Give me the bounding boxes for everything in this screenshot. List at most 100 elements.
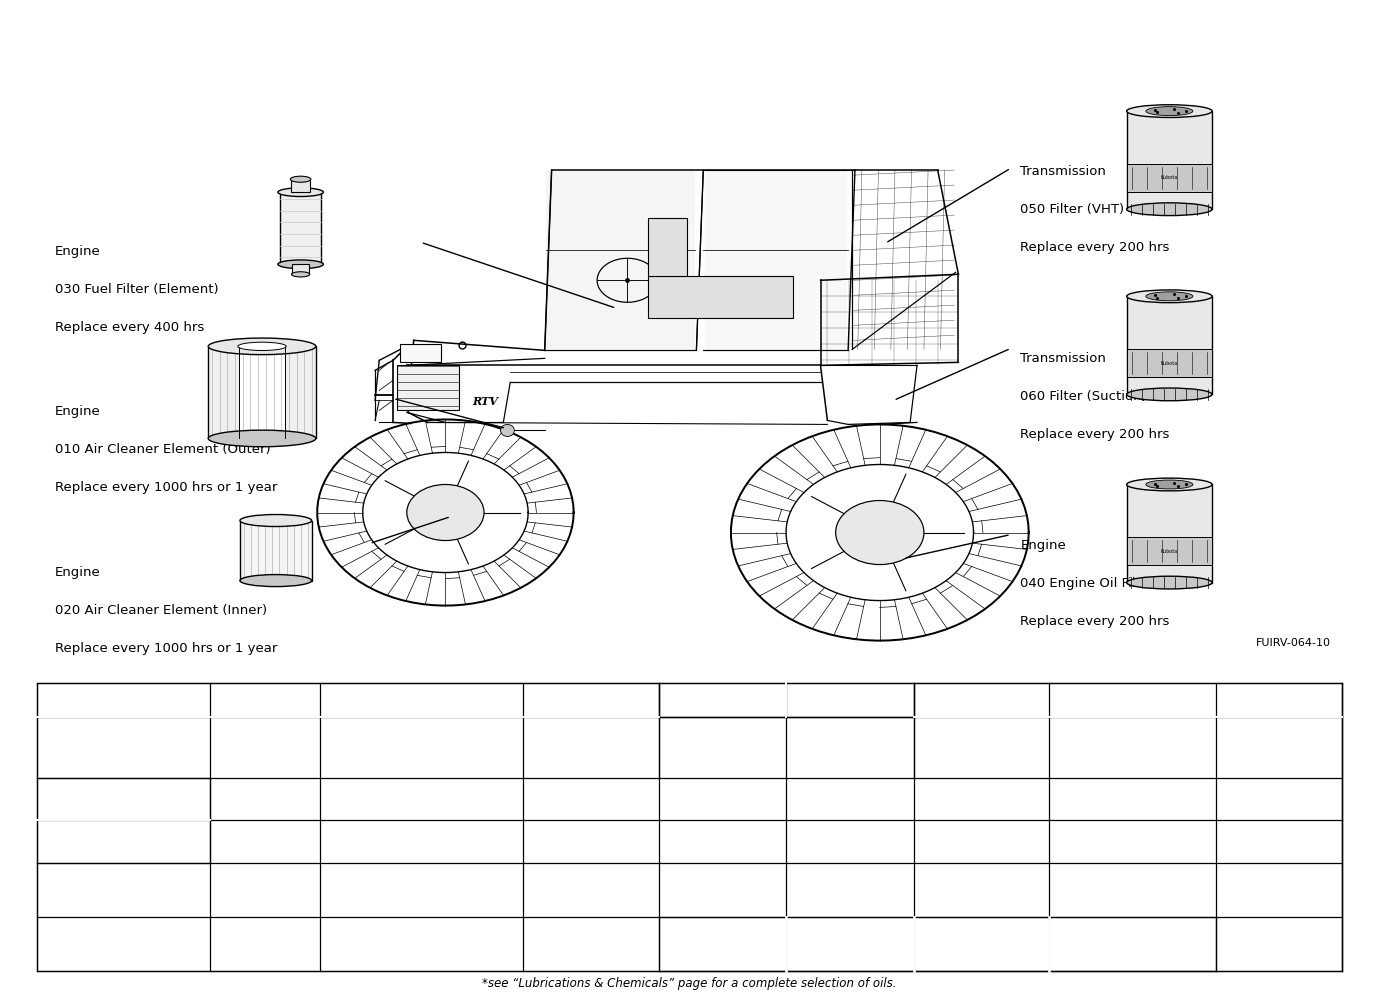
Ellipse shape [1127, 577, 1212, 589]
Text: 7.6L: 7.6L [410, 835, 434, 848]
Ellipse shape [208, 338, 316, 354]
Ellipse shape [1127, 290, 1212, 302]
Bar [240, 346, 284, 438]
Text: 0.4L: 0.4L [1266, 835, 1291, 848]
Text: 2 years: 2 years [1256, 884, 1300, 897]
Text: RTV: RTV [473, 396, 498, 407]
Text: 040 Engine Oil Filter: 040 Engine Oil Filter [1020, 577, 1156, 590]
Text: Replace every 1000 hrs or 1 year: Replace every 1000 hrs or 1 year [55, 481, 277, 494]
Text: 4.1L: 4.1L [578, 835, 604, 848]
Text: 070: 070 [411, 938, 433, 951]
Text: Break Fluid: Break Fluid [1245, 724, 1311, 737]
Text: Engine: Engine [55, 245, 101, 258]
Text: 0.4Qt: 0.4Qt [1262, 793, 1295, 806]
Ellipse shape [1127, 388, 1212, 400]
Text: 050 Filter (VHT): 050 Filter (VHT) [1020, 203, 1125, 216]
Text: 7.0L: 7.0L [1120, 835, 1145, 848]
Bar [240, 521, 312, 581]
Text: FUIRV-064-10: FUIRV-064-10 [1256, 638, 1331, 648]
Bar [1127, 349, 1212, 376]
Ellipse shape [407, 484, 484, 541]
Bar [546, 171, 695, 349]
Ellipse shape [237, 342, 287, 350]
Text: Transmission: Transmission [1095, 724, 1171, 737]
Text: Replace every 200 hrs: Replace every 200 hrs [1020, 241, 1169, 254]
Bar [705, 171, 847, 349]
Text: 400hrs: 400hrs [1111, 884, 1153, 897]
Text: 080: 080 [581, 938, 603, 951]
Ellipse shape [279, 260, 323, 268]
Text: Transmission: Transmission [1020, 165, 1106, 178]
Text: Kubota: Kubota [1161, 360, 1178, 365]
Ellipse shape [836, 500, 924, 565]
Ellipse shape [1127, 105, 1212, 117]
Text: 19.0Qt: 19.0Qt [961, 793, 1003, 806]
Bar [397, 365, 459, 410]
Text: 090: 090 [927, 938, 949, 951]
Text: 010 Air Cleaner Element (Outer): 010 Air Cleaner Element (Outer) [55, 443, 270, 456]
Bar [280, 192, 321, 264]
Text: Knuckle
Case: Knuckle Case [829, 737, 873, 759]
Text: 30L: 30L [254, 835, 276, 848]
Text: Kubota: Kubota [1161, 175, 1178, 180]
Text: 200hrs: 200hrs [571, 884, 611, 897]
Text: 4.3Qt: 4.3Qt [575, 793, 607, 806]
Ellipse shape [1146, 292, 1193, 300]
Text: Engine: Engine [55, 405, 101, 418]
Text: Engine: Engine [55, 566, 101, 579]
Text: 100: 100 [1267, 938, 1289, 951]
Text: Replace every 1000 hrs or 1 year: Replace every 1000 hrs or 1 year [55, 642, 277, 655]
Text: 060 Filter (Suction): 060 Filter (Suction) [1020, 390, 1147, 403]
Text: Replace every 200 hrs: Replace every 200 hrs [1020, 615, 1169, 628]
Bar [400, 344, 441, 362]
Text: Gear  Oil: Gear Oil [760, 694, 812, 707]
Text: Engine Oil: Engine Oil [561, 724, 621, 737]
Text: Fuel: Fuel [252, 724, 277, 737]
Bar [648, 218, 687, 276]
Text: Kubota: Kubota [1161, 549, 1178, 554]
Bar [292, 264, 309, 274]
Text: Front Axle
Case: Front Axle Case [695, 737, 750, 759]
Text: RTV-X1140: RTV-X1140 [91, 724, 154, 737]
Bar [208, 346, 316, 438]
Text: Coolant: Coolant [399, 724, 444, 737]
Text: Ref#: Ref# [109, 938, 138, 951]
Ellipse shape [1146, 480, 1193, 488]
Text: 0.26Qt: 0.26Qt [830, 793, 870, 806]
Ellipse shape [240, 575, 312, 587]
Bar [37, 683, 1342, 971]
Text: 400hrs: 400hrs [830, 884, 870, 897]
Bar [1127, 296, 1212, 394]
Text: Replace every 400 hrs: Replace every 400 hrs [55, 321, 204, 334]
Ellipse shape [1127, 203, 1212, 215]
Text: 2000hrs or 2years: 2000hrs or 2years [368, 884, 476, 897]
Text: Engine: Engine [1020, 539, 1066, 552]
Text: 020 Air Cleaner Element (Inner): 020 Air Cleaner Element (Inner) [55, 604, 268, 617]
Text: 0.25L: 0.25L [834, 835, 866, 848]
Text: Hydraulic: Hydraulic [954, 724, 1009, 737]
Text: 0.6Qt: 0.6Qt [706, 793, 739, 806]
Text: Capacities: Capacities [92, 814, 154, 827]
Bar [648, 276, 793, 318]
Text: 7.9Gal: 7.9Gal [245, 793, 284, 806]
Ellipse shape [1146, 107, 1193, 115]
Text: Transmission: Transmission [1020, 352, 1106, 365]
Bar [1127, 538, 1212, 565]
Ellipse shape [240, 515, 312, 527]
Text: 200hrs: 200hrs [961, 884, 1003, 897]
Ellipse shape [279, 188, 323, 196]
Text: 400hrs: 400hrs [702, 884, 743, 897]
Text: 1.8Gal: 1.8Gal [1113, 793, 1151, 806]
Text: Replace every 200 hrs: Replace every 200 hrs [1020, 428, 1169, 441]
Ellipse shape [1127, 478, 1212, 490]
Bar [1127, 111, 1212, 209]
Ellipse shape [291, 271, 310, 277]
Text: *see “Lubrications & Chemicals” page for a complete selection of oils.: *see “Lubrications & Chemicals” page for… [483, 978, 896, 990]
Text: 030 Fuel Filter (Element): 030 Fuel Filter (Element) [55, 283, 219, 296]
Bar [1127, 164, 1212, 191]
Text: 0.6L: 0.6L [710, 835, 735, 848]
Ellipse shape [208, 430, 316, 446]
Text: 18.0L: 18.0L [965, 835, 998, 848]
Bar [291, 179, 310, 192]
Ellipse shape [291, 176, 310, 182]
